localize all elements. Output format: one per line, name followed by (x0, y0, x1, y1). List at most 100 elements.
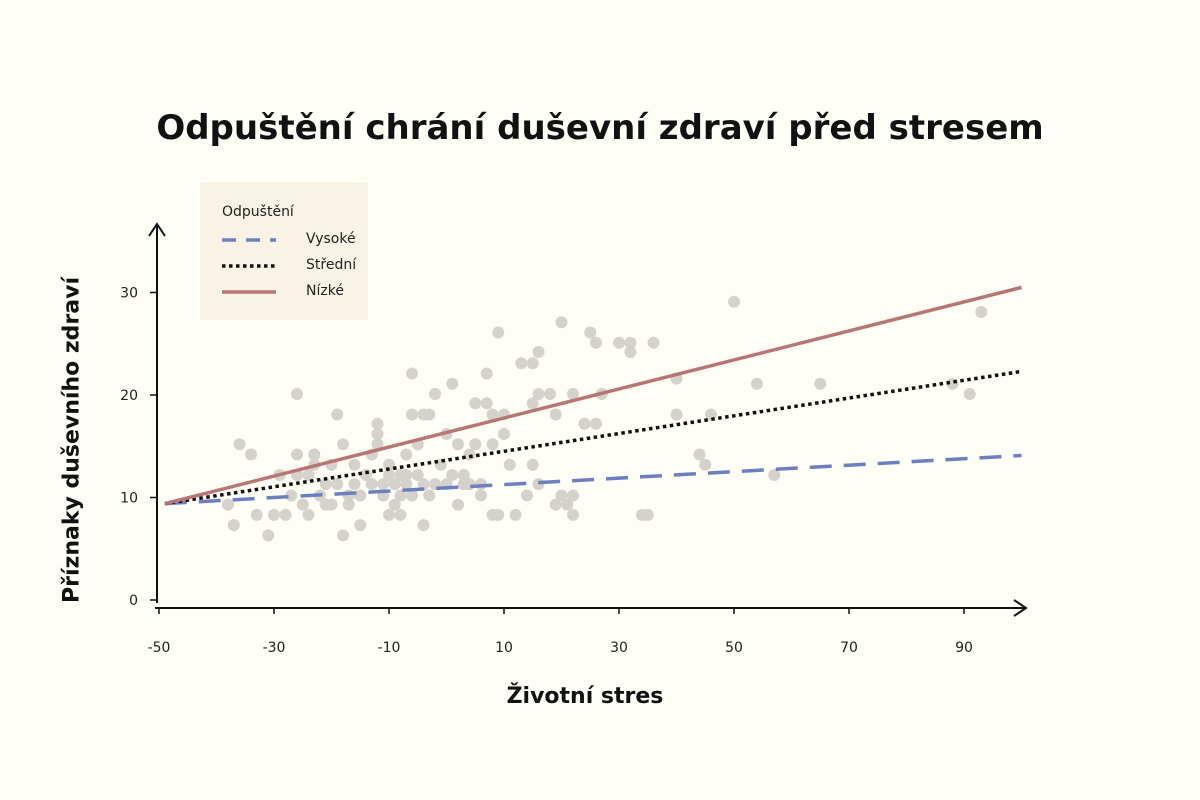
data-point-105 (567, 387, 579, 400)
data-point-89 (509, 508, 522, 521)
x-tick-label-10: 10 (495, 640, 513, 656)
data-point-96 (532, 387, 545, 400)
data-point-6 (268, 508, 280, 521)
points-layer (222, 295, 988, 542)
trend-line-nízké (164, 285, 1022, 506)
x-axis-arrow (1013, 599, 1028, 617)
data-point-17 (308, 448, 321, 461)
data-point-81 (486, 438, 499, 451)
data-point-110 (590, 336, 602, 349)
data-point-101 (555, 316, 568, 329)
chart-title: Odpuštění chrání duševní zdraví před str… (156, 108, 1044, 148)
data-point-68 (446, 377, 459, 390)
data-point-27 (342, 498, 355, 511)
data-point-116 (641, 508, 654, 521)
data-point-44 (388, 498, 401, 511)
data-point-109 (590, 417, 602, 430)
data-point-112 (613, 336, 625, 349)
data-point-129 (975, 305, 988, 318)
data-point-3 (233, 438, 246, 451)
y-tick-label-10: 10 (120, 491, 138, 507)
data-point-60 (423, 489, 436, 502)
data-point-30 (348, 458, 361, 471)
y-axis-label: Příznaky duševního zdraví (59, 277, 85, 603)
x-tick-label--50: -50 (148, 640, 171, 656)
data-point-128 (963, 387, 976, 400)
data-point-33 (360, 468, 372, 481)
data-point-80 (480, 397, 493, 410)
x-tick-label--30: -30 (263, 640, 286, 656)
data-point-47 (394, 489, 407, 502)
legend-swatch-stredni (222, 264, 276, 268)
data-point-45 (388, 478, 401, 491)
data-point-84 (492, 508, 505, 521)
y-axis-arrow (148, 222, 166, 237)
data-point-8 (279, 508, 292, 521)
data-point-53 (406, 408, 418, 421)
data-point-40 (377, 478, 390, 491)
data-point-0 (222, 498, 234, 511)
data-point-78 (475, 489, 487, 502)
data-point-75 (469, 397, 482, 410)
legend-swatch-vysoke (222, 238, 276, 242)
legend-label-stredni: Střední (306, 257, 357, 273)
legend-title: Odpuštění (222, 204, 294, 220)
legend-item-stredni: Střední (222, 256, 362, 276)
y-tick-label-30: 30 (120, 286, 138, 302)
data-point-85 (492, 326, 505, 339)
data-point-100 (549, 498, 562, 511)
data-point-12 (291, 387, 303, 400)
data-point-94 (526, 458, 539, 471)
data-point-43 (383, 458, 395, 471)
data-point-54 (406, 367, 418, 380)
data-point-59 (417, 519, 430, 532)
data-point-121 (699, 458, 712, 471)
data-point-125 (768, 468, 781, 481)
data-point-5 (262, 529, 275, 542)
data-point-37 (371, 427, 384, 440)
data-point-114 (624, 345, 637, 358)
data-point-21 (325, 498, 338, 511)
data-point-55 (411, 468, 424, 481)
data-point-29 (348, 478, 361, 491)
y-tick-label-0: 0 (129, 593, 138, 609)
data-point-72 (457, 468, 470, 481)
axes-layer (148, 222, 1028, 617)
data-point-99 (549, 408, 562, 421)
data-point-36 (371, 438, 384, 451)
data-point-102 (555, 489, 568, 502)
data-point-50 (400, 448, 413, 461)
data-point-52 (406, 489, 418, 502)
data-point-49 (400, 478, 413, 491)
data-point-69 (452, 498, 464, 511)
data-point-88 (503, 458, 516, 471)
data-point-38 (371, 417, 384, 430)
data-point-25 (337, 529, 349, 542)
data-point-108 (584, 326, 597, 339)
data-point-41 (383, 508, 395, 521)
legend-item-vysoke: Vysoké (222, 230, 362, 250)
data-point-1 (227, 519, 240, 532)
data-point-76 (469, 438, 482, 451)
data-point-24 (331, 478, 344, 491)
data-point-93 (526, 357, 539, 370)
legend-label-nizke: Nízké (306, 283, 344, 299)
x-tick-label--10: -10 (378, 640, 401, 656)
data-point-113 (624, 336, 637, 349)
data-point-90 (515, 357, 528, 370)
data-point-35 (365, 478, 378, 491)
data-point-92 (526, 397, 539, 410)
x-tick-label-70: 70 (840, 640, 858, 656)
data-point-42 (383, 468, 395, 481)
legend: Odpuštění Vysoké Střední Nízké (200, 182, 368, 320)
legend-item-nizke: Nízké (222, 282, 362, 302)
x-tick-label-30: 30 (610, 640, 628, 656)
data-point-124 (751, 377, 763, 390)
data-point-20 (319, 478, 332, 491)
data-point-86 (498, 427, 510, 440)
data-point-14 (302, 468, 315, 481)
data-point-70 (452, 438, 464, 451)
x-tick-label-50: 50 (725, 640, 743, 656)
data-point-13 (296, 498, 309, 511)
